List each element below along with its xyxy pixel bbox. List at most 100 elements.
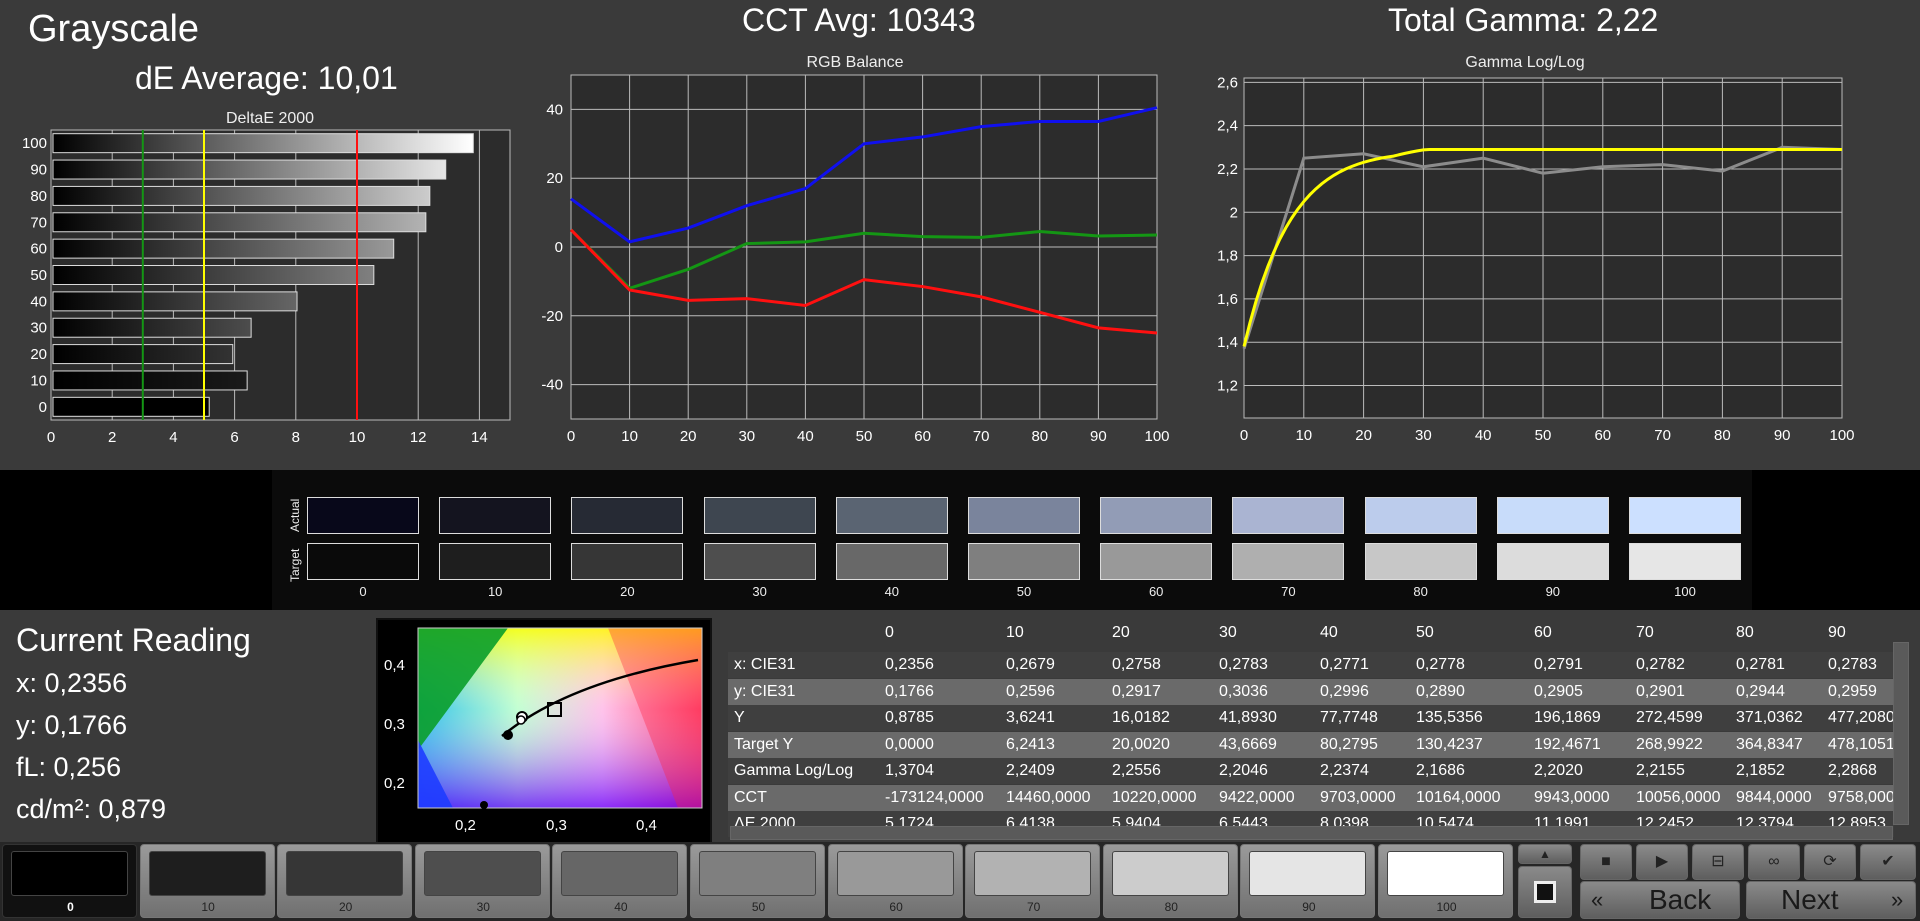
patch-label: 40 bbox=[614, 900, 628, 914]
gamma-y-tick: 1,6 bbox=[1217, 291, 1238, 308]
table-cell: 9703,0000 bbox=[1320, 788, 1396, 806]
cie-chromaticity-diagram: 0,2 0,3 0,4 0,4 0,3 0,2 bbox=[376, 618, 712, 850]
cie-x-tick: 0,2 bbox=[455, 817, 476, 834]
target-swatch bbox=[1629, 543, 1741, 580]
patch-button-10[interactable]: 10 bbox=[139, 844, 275, 918]
table-row[interactable]: Y 0,8785 3,6241 16,0182 41,8930 77,7748 135,53… bbox=[728, 705, 1894, 731]
patch-button-100[interactable]: 100 bbox=[1378, 844, 1513, 918]
table-cell: 0,2782 bbox=[1636, 656, 1685, 673]
back-label: Back bbox=[1649, 884, 1712, 915]
table-horizontal-scrollbar[interactable] bbox=[730, 826, 1893, 840]
measure-button[interactable]: ⊟ bbox=[1692, 844, 1744, 880]
deltae-bar bbox=[52, 291, 298, 312]
patch-button-60[interactable]: 60 bbox=[827, 844, 963, 918]
deltae-bar bbox=[52, 317, 252, 338]
table-cell: 0,2791 bbox=[1534, 656, 1583, 673]
table-column-header: 50 bbox=[1416, 624, 1434, 641]
actual-swatch bbox=[1496, 497, 1609, 534]
table-cell: 2,2155 bbox=[1636, 762, 1685, 779]
patch-button-40[interactable]: 40 bbox=[552, 844, 688, 918]
deltae-bar bbox=[52, 185, 431, 206]
patch-button-0[interactable]: 0 bbox=[2, 844, 137, 918]
next-label: Next bbox=[1781, 884, 1839, 915]
table-cell: 43,6669 bbox=[1219, 735, 1277, 753]
target-swatch bbox=[1496, 543, 1609, 580]
patch-button-30[interactable]: 30 bbox=[414, 844, 550, 918]
table-column-header: 70 bbox=[1636, 624, 1654, 641]
reading-area: Current Reading x: 0,2356 y: 0,1766 fL: … bbox=[0, 610, 1920, 921]
table-cell: 6,2413 bbox=[1006, 735, 1055, 753]
rgb-series-line bbox=[569, 228, 1158, 290]
table-cell: 2,2020 bbox=[1534, 762, 1583, 779]
table-row[interactable]: y: CIE31 0,1766 0,2596 0,2917 0,3036 0,2996 0,… bbox=[728, 678, 1894, 705]
table-cell: 477,2080 bbox=[1828, 709, 1894, 726]
rgb-series-line bbox=[569, 228, 1158, 335]
table-cell: 10056,0000 bbox=[1636, 788, 1721, 806]
patch-color bbox=[1387, 851, 1504, 896]
measure-icon: ⊟ bbox=[1711, 853, 1725, 870]
table-cell: 9943,0000 bbox=[1534, 788, 1610, 806]
loop-button[interactable]: ∞ bbox=[1748, 844, 1800, 880]
patch-button-90[interactable]: 90 bbox=[1240, 844, 1376, 918]
table-row[interactable]: x: CIE31 0,2356 0,2679 0,2758 0,2783 0,2771 0,… bbox=[728, 652, 1894, 678]
next-button[interactable]: Next » bbox=[1746, 881, 1916, 919]
table-cell: 0,2944 bbox=[1736, 682, 1785, 700]
actual-swatch bbox=[1232, 497, 1345, 534]
gamma-x-tick: 90 bbox=[1774, 427, 1791, 444]
scroll-up-button[interactable]: ▲ bbox=[1518, 844, 1572, 864]
actual-swatch bbox=[571, 497, 684, 534]
stop-measure-button[interactable] bbox=[1518, 866, 1572, 918]
rgb-x-tick: 40 bbox=[797, 428, 814, 445]
charts-area: Grayscale dE Average: 10,01 CCT Avg: 103… bbox=[21, 2, 1855, 446]
patch-button-50[interactable]: 50 bbox=[690, 844, 825, 918]
patch-color bbox=[974, 851, 1092, 896]
rgb-x-tick: 80 bbox=[1031, 428, 1048, 445]
back-button[interactable]: « Back bbox=[1580, 881, 1740, 919]
swatch-band: Actual Target 0 10 20 30 40 50 60 70 80 90 100 bbox=[0, 470, 1920, 610]
table-row[interactable]: Gamma Log/Log 1,3704 2,2409 2,2556 2,2046 2,2… bbox=[728, 758, 1894, 784]
deltae-y-tick: 80 bbox=[30, 188, 47, 205]
cie-y-tick: 0,3 bbox=[384, 716, 405, 733]
cie-y-tick: 0,4 bbox=[384, 657, 405, 674]
swatch-label: 60 bbox=[1148, 584, 1164, 599]
deltae-x-tick: 6 bbox=[230, 429, 238, 446]
refresh-button[interactable]: ⟳ bbox=[1804, 844, 1856, 880]
table-cell: 14460,0000 bbox=[1006, 788, 1091, 806]
stop-button[interactable]: ■ bbox=[1580, 844, 1632, 880]
patch-button-70[interactable]: 70 bbox=[965, 844, 1101, 918]
table-row-label: Gamma Log/Log bbox=[734, 762, 854, 779]
table-cell: 0,2901 bbox=[1636, 682, 1685, 700]
table-cell: 0,3036 bbox=[1219, 682, 1268, 700]
swatch-label: 40 bbox=[884, 584, 900, 599]
current-reading-title: Current Reading bbox=[16, 622, 251, 658]
gamma-x-tick: 10 bbox=[1295, 427, 1312, 444]
gamma-loglog-chart: 2,6 2,4 2,2 2 1,8 1,6 1,4 1,2 0 10 20 30 40 50 60 70 80 9… bbox=[1217, 74, 1854, 444]
patch-button-20[interactable]: 20 bbox=[277, 844, 413, 918]
deltae-chart-title: DeltaE 2000 bbox=[225, 110, 315, 127]
table-row-label: Target Y bbox=[734, 735, 794, 753]
table-cell: 2,1852 bbox=[1736, 762, 1785, 779]
actual-swatch bbox=[1364, 497, 1477, 534]
gamma-x-tick: 40 bbox=[1475, 427, 1492, 444]
rgb-x-tick: 90 bbox=[1090, 428, 1107, 445]
table-cell: 364,8347 bbox=[1736, 735, 1803, 753]
patch-button-80[interactable]: 80 bbox=[1102, 844, 1238, 918]
table-row[interactable]: Target Y 0,0000 6,2413 20,0020 43,6669 80,279… bbox=[728, 731, 1894, 758]
patch-label: 90 bbox=[1302, 900, 1316, 914]
rgb-x-tick: 60 bbox=[914, 428, 931, 445]
gamma-y-tick: 2,2 bbox=[1217, 161, 1238, 178]
table-cell: 0,2890 bbox=[1416, 682, 1465, 700]
rgb-chart-title: RGB Balance bbox=[806, 54, 904, 71]
swatch-label: 80 bbox=[1413, 584, 1428, 599]
table-vertical-scrollbar[interactable] bbox=[1893, 642, 1909, 825]
confirm-button[interactable]: ✔ bbox=[1860, 844, 1916, 880]
deltae-x-tick: 0 bbox=[47, 429, 55, 446]
table-cell: 0,2758 bbox=[1112, 656, 1161, 673]
table-row[interactable]: CCT -173124,0000 14460,0000 10220,0000 9422,… bbox=[728, 784, 1894, 811]
play-button[interactable]: ▶ bbox=[1636, 844, 1688, 880]
target-swatch bbox=[1100, 543, 1213, 580]
rgb-x-tick: 30 bbox=[738, 428, 755, 445]
patch-color bbox=[423, 851, 541, 896]
table-cell: 130,4237 bbox=[1416, 735, 1483, 753]
gamma-y-tick: 1,2 bbox=[1217, 378, 1238, 395]
